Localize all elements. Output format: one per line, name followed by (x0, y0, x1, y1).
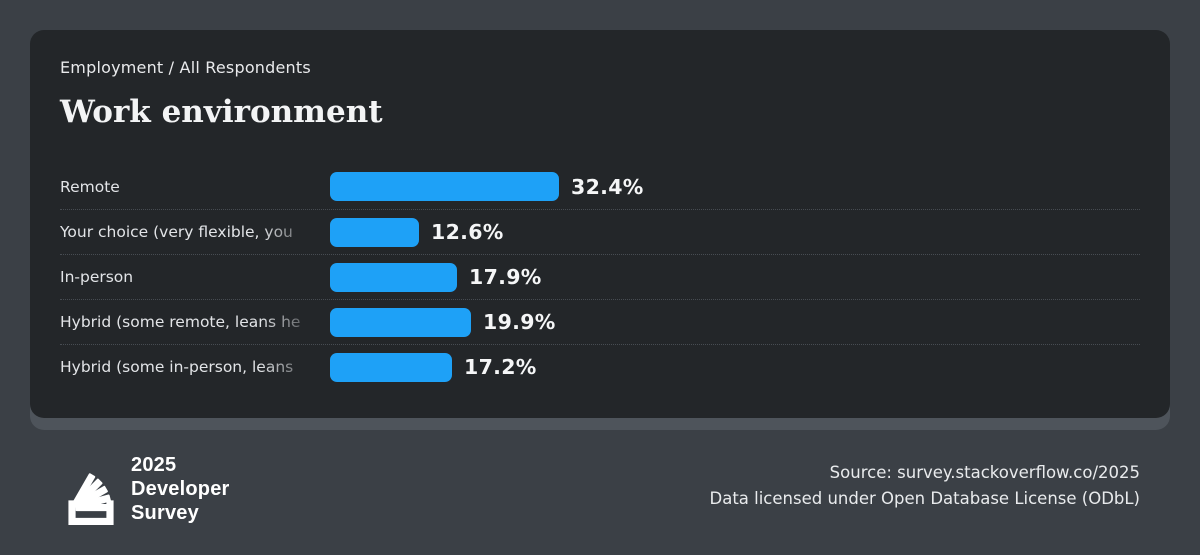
bar-row: Your choice (very flexible, you 12.6% (60, 209, 1140, 254)
bar-track: 17.2% (330, 352, 1140, 382)
logo-tray-shape (68, 500, 114, 525)
brand-line-survey: Survey (131, 502, 199, 524)
bar-row-label: Remote (60, 177, 120, 196)
bar-row: In-person 17.9% (60, 254, 1140, 299)
bar-value-label: 17.2% (464, 355, 537, 379)
bar-row: Hybrid (some in-person, leans 17.2% (60, 344, 1140, 389)
bar-row: Remote 32.4% (60, 164, 1140, 209)
stackoverflow-logo-icon (68, 473, 114, 525)
bar-row-label: Your choice (very flexible, you (60, 223, 293, 241)
bar-track: 32.4% (330, 172, 1140, 201)
brand-lockup: 2025 Developer Survey (60, 447, 230, 525)
source-attribution: Source: survey.stackoverflow.co/2025 Dat… (710, 460, 1141, 512)
breadcrumb: Employment / All Respondents (60, 58, 311, 77)
brand-line-year: 2025 (131, 454, 177, 476)
bar-row-label: Hybrid (some remote, leans he (60, 313, 301, 331)
bar[interactable] (330, 262, 457, 292)
source-url-line: Source: survey.stackoverflow.co/2025 (829, 463, 1140, 482)
brand-title: 2025 Developer Survey (131, 453, 230, 525)
bar-track: 12.6% (330, 217, 1140, 247)
bar-row: Hybrid (some remote, leans he 19.9% (60, 299, 1140, 344)
bar[interactable] (330, 307, 471, 337)
bar-value-label: 17.9% (469, 265, 542, 289)
bar[interactable] (330, 352, 452, 382)
license-line: Data licensed under Open Database Licens… (709, 489, 1141, 508)
bar-value-label: 32.4% (571, 174, 644, 199)
bar-chart: Remote 32.4% Your choice (very flexible,… (60, 164, 1140, 389)
bar[interactable] (330, 217, 419, 247)
bar-row-label: Hybrid (some in-person, leans (60, 358, 294, 376)
footer: 2025 Developer Survey Source: survey.sta… (60, 447, 1140, 525)
bar-track: 17.9% (330, 262, 1140, 292)
bar-value-label: 19.9% (483, 310, 556, 334)
bar-value-label: 12.6% (431, 220, 504, 244)
chart-card: Employment / All Respondents Work enviro… (30, 30, 1170, 418)
bar-row-label: In-person (60, 268, 134, 286)
page-title: Work environment (60, 94, 383, 130)
brand-line-developer: Developer (131, 478, 230, 500)
bar[interactable] (330, 172, 559, 201)
bar-track: 19.9% (330, 307, 1140, 337)
